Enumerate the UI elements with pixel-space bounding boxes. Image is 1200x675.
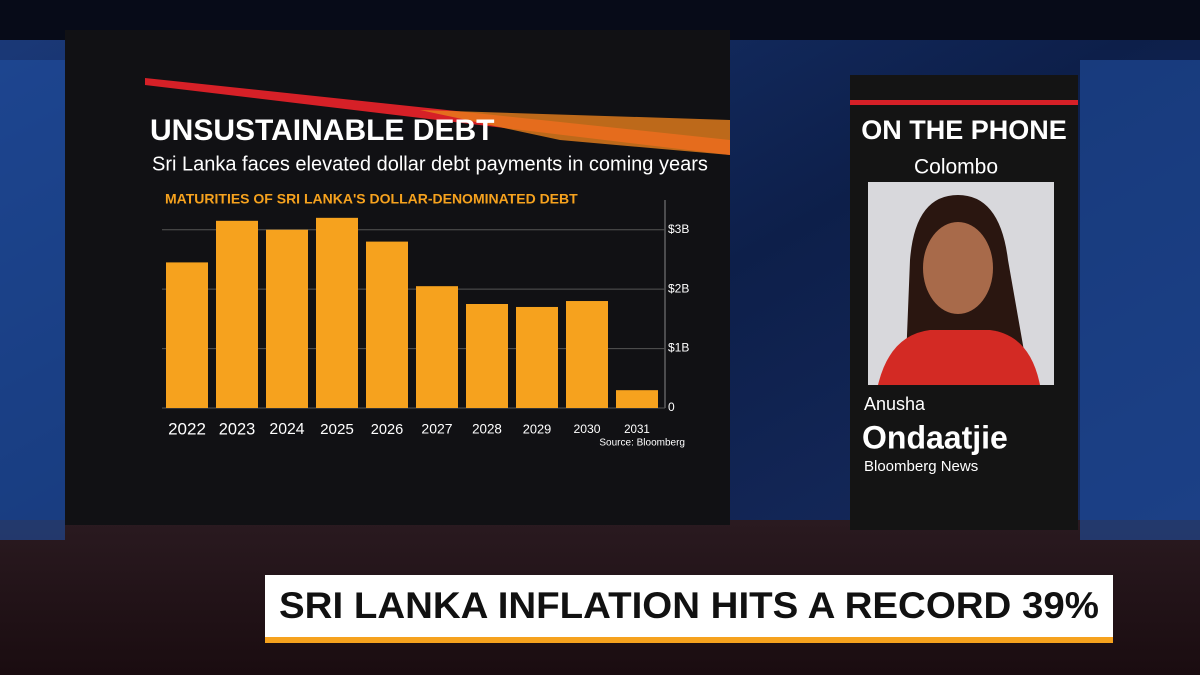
bar [466, 304, 508, 408]
bar [166, 262, 208, 408]
chart-title: UNSUSTAINABLE DEBT [150, 114, 494, 147]
x-tick-label: 2028 [472, 422, 502, 437]
x-tick-label: 2023 [219, 420, 255, 438]
x-tick-label: 2031 [624, 423, 650, 436]
x-tick-label: 2024 [269, 421, 304, 438]
chart-subtitle: Sri Lanka faces elevated dollar debt pay… [152, 153, 708, 175]
guest-face [923, 222, 993, 314]
bar [416, 286, 458, 408]
location: Colombo [914, 156, 998, 179]
y-tick-label: $3B [668, 222, 689, 236]
lower-third [265, 575, 1113, 637]
guest-first-name: Anusha [864, 394, 926, 414]
x-tick-label: 2026 [371, 422, 403, 438]
accent-stripe [420, 110, 730, 155]
x-tick-label: 2022 [168, 419, 206, 438]
x-tick-label: 2027 [421, 421, 452, 437]
source: Source: Bloomberg [599, 438, 685, 449]
guest-affiliation: Bloomberg News [864, 458, 978, 475]
bar [216, 220, 258, 408]
x-tick-label: 2029 [523, 421, 551, 436]
y-tick-label: $1B [668, 341, 689, 355]
accent-bar [850, 100, 1078, 105]
lower-third-accent [265, 637, 1113, 643]
y-tick-label: 0 [668, 400, 675, 414]
guest-last-name: Ondaatjie [862, 419, 1008, 455]
bar [266, 229, 308, 408]
plot: 0 $1B $2B $3B 2022 2023 2024 2025 2026 2027 2028 20… [162, 200, 689, 438]
guest-clothing [878, 330, 1040, 385]
headline: SRI LANKA INFLATION HITS A RECORD 39% [279, 585, 1099, 626]
y-tick-label: $2B [668, 281, 689, 295]
bar [316, 217, 358, 408]
panel-heading: ON THE PHONE [861, 115, 1067, 145]
bar [516, 306, 558, 408]
bar [366, 241, 408, 408]
x-tick-label: 2025 [320, 421, 354, 438]
x-tick-label: 2030 [573, 422, 600, 436]
side-screen [0, 60, 65, 540]
bar [566, 301, 608, 408]
bar [616, 390, 658, 408]
axis-label: MATURITIES OF SRI LANKA'S DOLLAR-DENOMIN… [165, 191, 578, 207]
side-screen [1080, 60, 1200, 540]
